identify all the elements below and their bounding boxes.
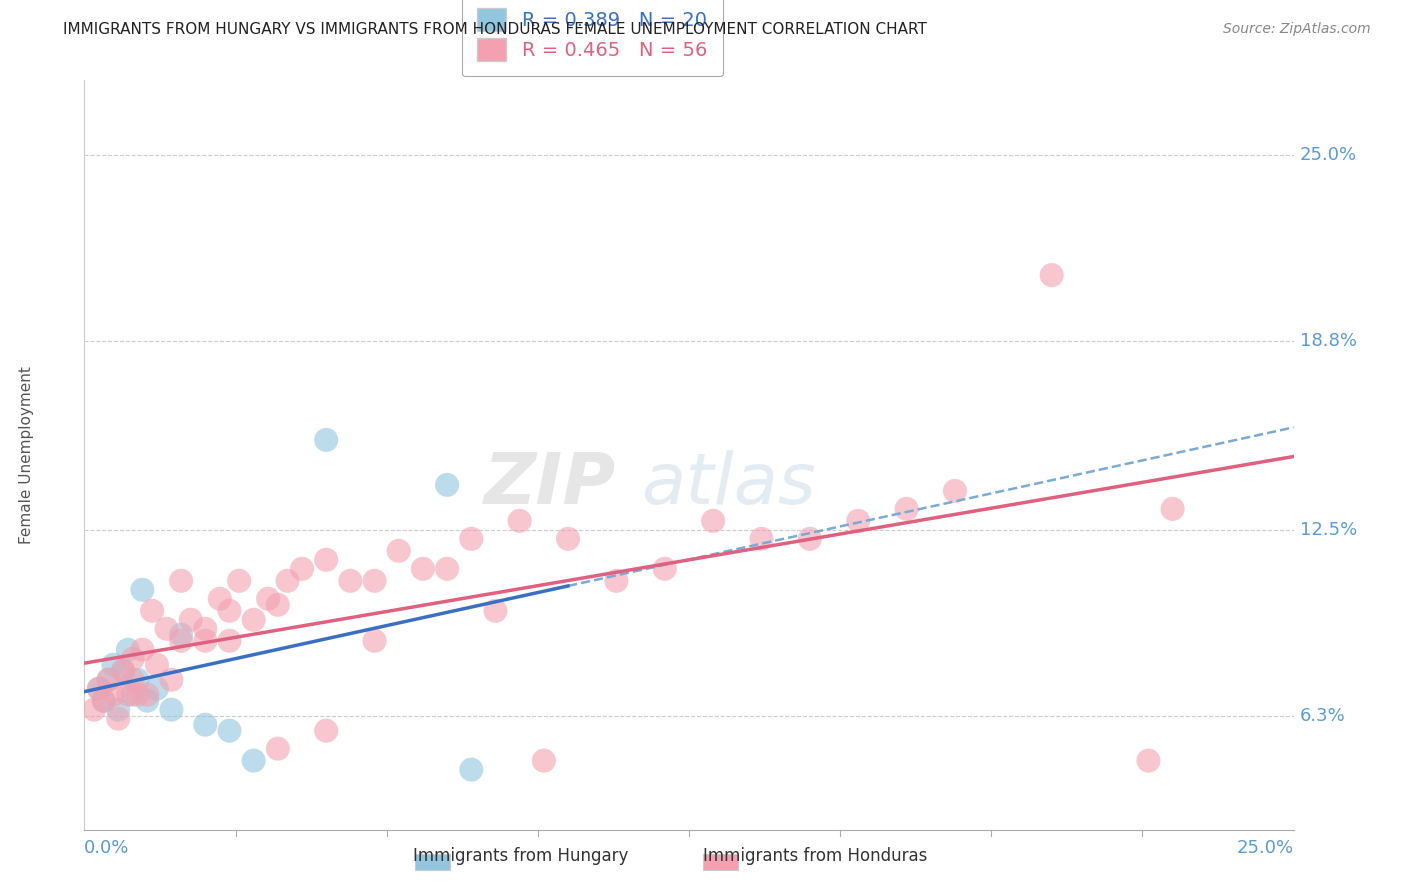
Point [218, 633, 240, 648]
Point [131, 642, 153, 657]
Point [121, 673, 143, 687]
Point [1161, 501, 1184, 516]
Text: Immigrants from Honduras: Immigrants from Honduras [703, 847, 928, 865]
Point [117, 642, 139, 657]
Point [557, 532, 579, 546]
Legend: R = 0.389   N = 20, R = 0.465   N = 56: R = 0.389 N = 20, R = 0.465 N = 56 [461, 0, 723, 77]
Point [141, 604, 163, 618]
Point [194, 633, 217, 648]
Point [87, 681, 110, 696]
Point [1040, 268, 1063, 282]
Point [170, 574, 193, 588]
Point [605, 574, 627, 588]
Point [484, 604, 506, 618]
Point [170, 633, 193, 648]
Text: Immigrants from Hungary: Immigrants from Hungary [412, 847, 628, 865]
Point [412, 562, 434, 576]
Point [436, 478, 458, 492]
Point [155, 622, 177, 636]
Point [218, 604, 240, 618]
Point [87, 681, 110, 696]
Point [315, 433, 337, 447]
Point [112, 664, 135, 678]
Point [103, 657, 125, 672]
Text: 25.0%: 25.0% [1236, 838, 1294, 856]
Point [97, 673, 120, 687]
Point [228, 574, 250, 588]
Point [136, 688, 159, 702]
Point [291, 562, 314, 576]
Point [339, 574, 361, 588]
Point [363, 574, 385, 588]
Point [751, 532, 773, 546]
Point [257, 591, 280, 606]
Point [117, 688, 139, 702]
Point [194, 622, 217, 636]
Text: 6.3%: 6.3% [1299, 706, 1346, 724]
Point [208, 591, 231, 606]
Point [799, 532, 821, 546]
Point [107, 703, 129, 717]
Point [943, 483, 966, 498]
Point [160, 673, 183, 687]
Point [103, 688, 125, 702]
Point [242, 754, 264, 768]
Point [242, 613, 264, 627]
Text: Female Unemployment: Female Unemployment [18, 366, 34, 544]
Point [127, 673, 149, 687]
Point [846, 514, 869, 528]
Point [509, 514, 531, 528]
Text: 18.8%: 18.8% [1299, 332, 1357, 350]
Point [533, 754, 555, 768]
Text: 25.0%: 25.0% [1299, 146, 1357, 164]
Point [363, 633, 385, 648]
Point [93, 694, 115, 708]
Point [460, 532, 482, 546]
Point [146, 657, 169, 672]
Point [654, 562, 676, 576]
Point [460, 763, 482, 777]
Point [121, 651, 143, 665]
Point [1137, 754, 1160, 768]
Point [276, 574, 298, 588]
Point [97, 673, 120, 687]
Text: Source: ZipAtlas.com: Source: ZipAtlas.com [1223, 22, 1371, 37]
Point [194, 717, 217, 731]
Point [436, 562, 458, 576]
Point [136, 694, 159, 708]
Text: IMMIGRANTS FROM HUNGARY VS IMMIGRANTS FROM HONDURAS FEMALE UNEMPLOYMENT CORRELAT: IMMIGRANTS FROM HUNGARY VS IMMIGRANTS FR… [63, 22, 927, 37]
Point [160, 703, 183, 717]
Point [180, 613, 202, 627]
Point [388, 544, 411, 558]
Point [107, 712, 129, 726]
Point [127, 688, 149, 702]
Point [702, 514, 724, 528]
Text: 12.5%: 12.5% [1299, 521, 1357, 539]
Point [315, 553, 337, 567]
Point [267, 741, 290, 756]
Point [93, 694, 115, 708]
Point [218, 723, 240, 738]
Point [131, 582, 153, 597]
Point [121, 688, 143, 702]
Point [83, 703, 105, 717]
Point [170, 628, 193, 642]
Text: atlas: atlas [641, 450, 815, 519]
Point [896, 501, 918, 516]
Text: 0.0%: 0.0% [84, 838, 129, 856]
Point [315, 723, 337, 738]
Point [146, 681, 169, 696]
Point [267, 598, 290, 612]
Point [112, 664, 135, 678]
Text: ZIP: ZIP [484, 450, 616, 519]
